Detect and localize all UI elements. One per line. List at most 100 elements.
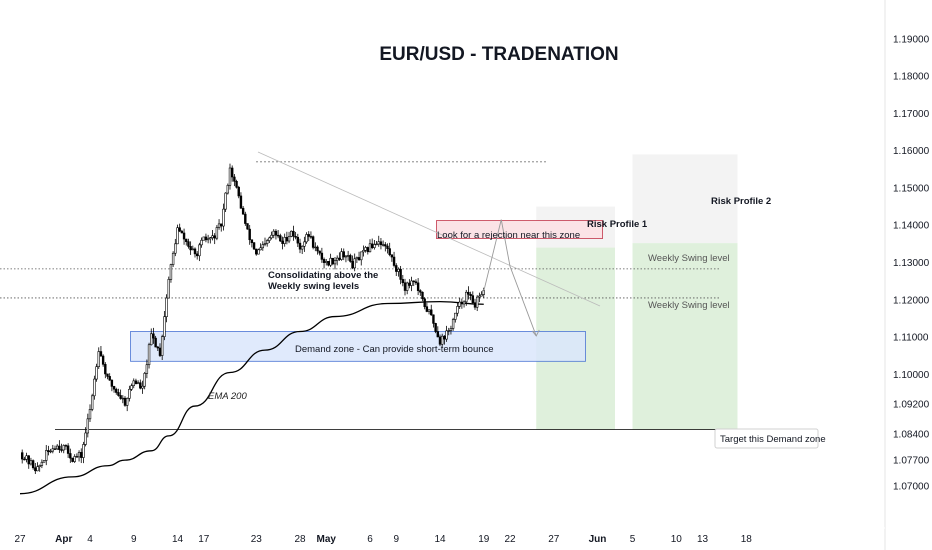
- candle-131: [307, 234, 310, 237]
- candle-41: [110, 379, 114, 387]
- candle-175: [403, 282, 407, 291]
- candle-89: [215, 227, 219, 239]
- candle-79: [193, 248, 197, 255]
- time-tick-label: Jun: [589, 534, 607, 545]
- candle-114: [270, 234, 273, 239]
- candle-116: [274, 230, 278, 236]
- time-tick-label: 27: [548, 534, 560, 545]
- candle-115: [272, 230, 275, 236]
- candle-49: [128, 388, 131, 399]
- candle-69: [171, 252, 175, 265]
- candle-170: [392, 256, 396, 266]
- time-tick-label: 27: [14, 534, 26, 545]
- candle-104: [248, 228, 251, 241]
- candle-52: [134, 380, 138, 385]
- candle-57: [145, 364, 149, 374]
- time-tick-label: 17: [198, 534, 210, 545]
- candle-140: [327, 261, 330, 266]
- candle-86: [209, 237, 212, 240]
- candle-189: [434, 323, 437, 332]
- candle-54: [139, 382, 142, 389]
- candle-67: [167, 279, 170, 299]
- candle-35: [97, 351, 100, 367]
- candle-163: [377, 241, 380, 245]
- consolidation-note-line-1: Consolidating above the: [268, 270, 378, 281]
- candle-42: [112, 386, 116, 390]
- candle-182: [419, 290, 422, 293]
- candle-159: [368, 243, 372, 253]
- time-tick-label: 4: [87, 534, 93, 545]
- target-demand-callout: Target this Demand zone: [714, 428, 826, 449]
- time-axis[interactable]: 27 Apr 4 9 14 17 23 28 May 6 9 14 19 22 27 Jun 5 10 13 18: [0, 527, 885, 545]
- rejection-zone: [436, 220, 603, 239]
- time-tick-label: 28: [294, 534, 306, 545]
- projection-path: [483, 219, 537, 337]
- candle-183: [421, 291, 424, 300]
- price-tick-label: 1.13000: [893, 258, 930, 269]
- candle-167: [386, 245, 389, 249]
- candle-166: [384, 244, 387, 247]
- candle-63: [158, 347, 162, 356]
- candle-141: [329, 257, 332, 266]
- descending-trendline: [257, 151, 601, 307]
- risk-profile-1-label: Risk Profile 1: [587, 219, 648, 230]
- price-tick-label: 1.16000: [893, 146, 930, 157]
- candle-127: [298, 242, 302, 250]
- candle-122: [287, 236, 291, 242]
- candle-129: [303, 241, 306, 247]
- candles-layer: [20, 163, 485, 475]
- ema-layer: [19, 301, 484, 495]
- candle-178: [410, 280, 413, 286]
- candle-142: [331, 257, 335, 265]
- candle-2: [25, 455, 28, 460]
- candle-43: [115, 388, 118, 393]
- candle-137: [320, 252, 324, 260]
- candle-81: [198, 244, 201, 257]
- candle-147: [342, 251, 345, 258]
- candle-88: [213, 235, 216, 239]
- candle-71: [176, 227, 179, 245]
- price-tick-label: 1.10000: [893, 370, 930, 381]
- candle-0: [20, 452, 24, 460]
- candle-14: [51, 448, 55, 452]
- target-callout-text: Target this Demand zone: [720, 434, 826, 445]
- candle-191: [438, 336, 442, 345]
- risk-profile-2-risk-box: [632, 154, 738, 244]
- candle-68: [169, 264, 173, 280]
- candle-194: [445, 330, 448, 340]
- candle-85: [206, 238, 210, 241]
- candle-113: [268, 237, 271, 241]
- candle-160: [370, 243, 374, 248]
- candle-169: [390, 254, 394, 258]
- candle-185: [425, 306, 429, 312]
- candle-13: [49, 450, 52, 453]
- candle-44: [117, 392, 120, 396]
- candle-135: [316, 246, 319, 252]
- demand-zone-label: Demand zone - Can provide short-term bou…: [295, 344, 494, 355]
- candle-103: [246, 223, 249, 230]
- time-tick-label: 14: [172, 534, 184, 545]
- candle-164: [379, 241, 383, 246]
- candle-60: [152, 333, 155, 339]
- price-axis[interactable]: 1.19000 1.18000 1.17000 1.16000 1.15000 1.140…: [884, 0, 930, 550]
- candle-118: [279, 235, 282, 242]
- candle-179: [412, 280, 415, 283]
- candle-31: [88, 409, 92, 420]
- candle-70: [174, 243, 177, 254]
- candle-124: [292, 230, 295, 237]
- candle-55: [141, 385, 144, 389]
- candle-176: [405, 282, 409, 291]
- candle-210: [480, 294, 483, 297]
- candle-1: [23, 458, 26, 461]
- candle-82: [200, 239, 203, 246]
- candle-100: [239, 195, 243, 209]
- time-tick-label: 19: [478, 534, 490, 545]
- candle-121: [285, 237, 289, 242]
- candle-109: [259, 247, 262, 251]
- candle-6: [34, 467, 37, 472]
- candle-192: [440, 335, 444, 345]
- time-tick-label: 13: [697, 534, 709, 545]
- candle-111: [263, 243, 267, 245]
- candle-173: [399, 268, 402, 280]
- candle-128: [300, 246, 304, 250]
